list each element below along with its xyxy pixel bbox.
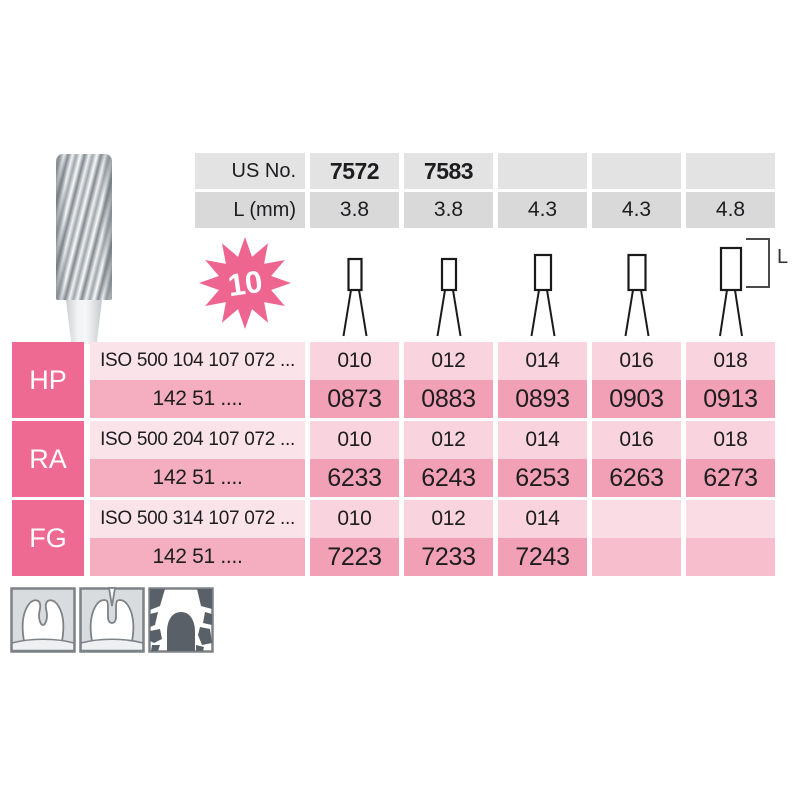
- iso-number-cell: ISO 500 204 107 072 ...: [90, 421, 305, 459]
- length-bracket: [746, 238, 770, 288]
- order-prefix-cell: 142 51 ....: [90, 538, 305, 576]
- table-rows-ra: ISO 500 204 107 072 ... 010 012 014 016 …: [90, 421, 775, 497]
- length-value: 3.8: [310, 192, 399, 228]
- order-number-cell: 0873: [310, 380, 399, 418]
- starburst-shape: [199, 237, 291, 329]
- shank-label-fg: FG: [12, 500, 84, 576]
- order-number-cell: 7223: [310, 538, 399, 576]
- us-no-value: [498, 153, 587, 189]
- order-number-cell-empty: [592, 538, 681, 576]
- size-cell: 016: [592, 421, 681, 459]
- bur-shape-diagram-012: [404, 236, 493, 340]
- bur-fluted-head: [56, 154, 112, 300]
- shank-label-hp: HP: [12, 342, 84, 418]
- order-number-cell: 6243: [404, 459, 493, 497]
- order-number-cell: 7233: [404, 538, 493, 576]
- order-number-cell: 0883: [404, 380, 493, 418]
- iso-number-cell: ISO 500 104 107 072 ...: [90, 342, 305, 380]
- order-number-cell-empty: [686, 538, 775, 576]
- size-cell: 018: [686, 342, 775, 380]
- size-cell: 014: [498, 500, 587, 538]
- size-cell: 012: [404, 500, 493, 538]
- us-no-row-label: US No.: [195, 153, 305, 189]
- spec-header-table: US No. 7572 7583 L (mm) 3.8 3.8 4.3 4.3 …: [195, 153, 775, 228]
- us-no-value: 7583: [404, 153, 493, 189]
- table-rows-fg: ISO 500 314 107 072 ... 010 012 014 142 …: [90, 500, 775, 576]
- bur-shape-diagram-016: [592, 236, 681, 340]
- size-cell: 018: [686, 421, 775, 459]
- shank-label-ra: RA: [12, 421, 84, 497]
- size-cell-empty: [686, 500, 775, 538]
- bur-product-photo: [52, 154, 116, 344]
- bur-shape-diagram-014: [498, 236, 587, 340]
- order-number-cell: 0893: [498, 380, 587, 418]
- size-cell: 014: [498, 421, 587, 459]
- size-cell: 010: [310, 421, 399, 459]
- order-number-cell: 7243: [498, 538, 587, 576]
- length-row-label: L (mm): [195, 192, 305, 228]
- length-value: 4.8: [686, 192, 775, 228]
- order-prefix-cell: 142 51 ....: [90, 459, 305, 497]
- cavity-outline-icon: [10, 587, 76, 653]
- length-value: 4.3: [592, 192, 681, 228]
- length-value: 3.8: [404, 192, 493, 228]
- table-rows-hp: ISO 500 104 107 072 ... 010 012 014 016 …: [90, 342, 775, 418]
- iso-number-cell: ISO 500 314 107 072 ...: [90, 500, 305, 538]
- size-cell: 014: [498, 342, 587, 380]
- bur-in-cavity-icon: [79, 587, 145, 653]
- size-cell: 012: [404, 421, 493, 459]
- size-cell-empty: [592, 500, 681, 538]
- length-bracket-label: L: [777, 246, 789, 268]
- order-number-cell: 0913: [686, 380, 775, 418]
- order-number-cell: 0903: [592, 380, 681, 418]
- bur-shape-diagram-018: [686, 236, 775, 340]
- size-cell: 010: [310, 500, 399, 538]
- amalgam-removal-icon: [148, 587, 214, 653]
- table-group-ra: RA ISO 500 204 107 072 ... 010 012 014 0…: [0, 421, 800, 497]
- order-number-cell: 6273: [686, 459, 775, 497]
- us-no-value: [592, 153, 681, 189]
- application-pictograms: [10, 587, 214, 653]
- table-group-hp: HP ISO 500 104 107 072 ... 010 012 014 0…: [0, 342, 800, 418]
- order-prefix-cell: 142 51 ....: [90, 380, 305, 418]
- size-cell: 012: [404, 342, 493, 380]
- bur-shank: [65, 300, 103, 344]
- size-cell: 016: [592, 342, 681, 380]
- us-no-value: [686, 153, 775, 189]
- order-number-cell: 6263: [592, 459, 681, 497]
- pack-quantity-value: 10: [226, 264, 265, 303]
- size-cell: 010: [310, 342, 399, 380]
- table-group-fg: FG ISO 500 314 107 072 ... 010 012 014 1…: [0, 500, 800, 576]
- bur-shape-diagram-010: [310, 236, 399, 340]
- order-number-cell: 6233: [310, 459, 399, 497]
- pack-quantity-starburst: 10: [199, 237, 291, 329]
- us-no-value: 7572: [310, 153, 399, 189]
- order-number-cell: 6253: [498, 459, 587, 497]
- length-value: 4.3: [498, 192, 587, 228]
